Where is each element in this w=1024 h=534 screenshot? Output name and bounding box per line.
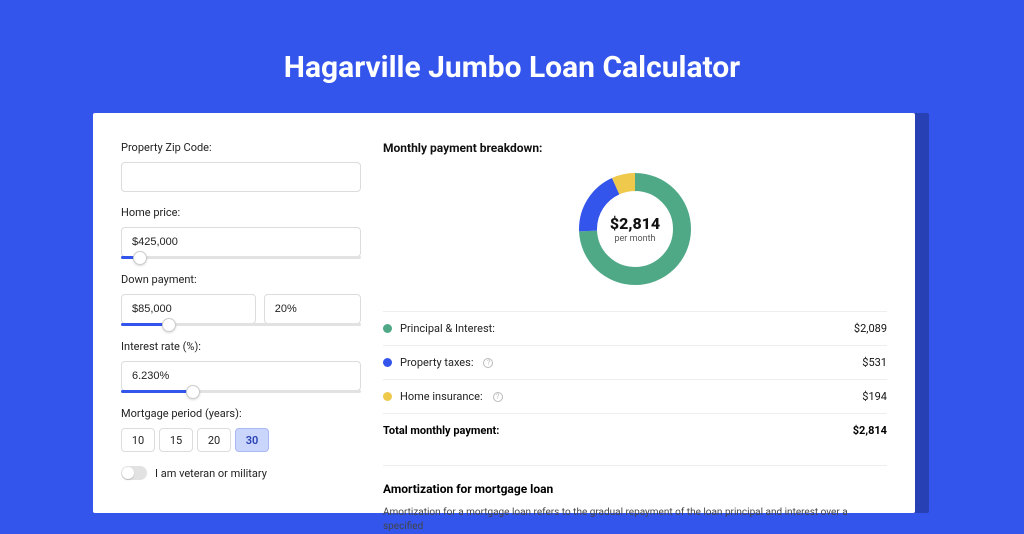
down-payment-slider[interactable] (121, 323, 361, 326)
zip-input[interactable] (121, 162, 361, 192)
page-title: Hagarville Jumbo Loan Calculator (95, 50, 929, 85)
interest-rate-label: Interest rate (%): (121, 340, 361, 353)
breakdown-column: Monthly payment breakdown: $2,814 per mo… (383, 141, 887, 513)
mortgage-period-label: Mortgage period (years): (121, 407, 361, 420)
breakdown-item: Home insurance:? $194 (383, 379, 887, 413)
breakdown-item-value: $531 (862, 356, 887, 369)
interest-rate-input[interactable] (121, 361, 361, 391)
breakdown-item-label: Principal & Interest: (400, 322, 495, 335)
period-option-15[interactable]: 15 (159, 428, 193, 452)
info-icon[interactable]: ? (493, 392, 503, 402)
period-option-10[interactable]: 10 (121, 428, 155, 452)
donut-subtext: per month (614, 234, 655, 244)
breakdown-title: Monthly payment breakdown: (383, 141, 887, 155)
breakdown-item-value: $194 (862, 390, 887, 403)
donut-chart-wrap: $2,814 per month (383, 169, 887, 289)
breakdown-item: Principal & Interest: $2,089 (383, 311, 887, 345)
legend-dot (383, 358, 392, 367)
total-value: $2,814 (853, 424, 887, 437)
breakdown-item-label: Home insurance: (400, 390, 483, 403)
amortization-title: Amortization for mortgage loan (383, 465, 887, 496)
donut-amount: $2,814 (610, 214, 660, 233)
interest-rate-slider-fill (121, 390, 193, 393)
calculator-panel: Property Zip Code: Home price: Down paym… (93, 113, 915, 513)
down-payment-label: Down payment: (121, 273, 361, 286)
breakdown-item-label: Property taxes: (400, 356, 473, 369)
interest-rate-slider-thumb[interactable] (186, 385, 200, 399)
home-price-field: Home price: (121, 206, 361, 259)
interest-rate-slider[interactable] (121, 390, 361, 393)
veteran-row: I am veteran or military (121, 466, 361, 480)
zip-field: Property Zip Code: (121, 141, 361, 192)
legend-dot (383, 324, 392, 333)
veteran-label: I am veteran or military (155, 467, 267, 480)
home-price-input[interactable] (121, 227, 361, 257)
total-label: Total monthly payment: (383, 424, 499, 437)
zip-label: Property Zip Code: (121, 141, 361, 154)
form-column: Property Zip Code: Home price: Down paym… (121, 141, 361, 513)
period-option-20[interactable]: 20 (197, 428, 231, 452)
info-icon[interactable]: ? (483, 358, 493, 368)
breakdown-item-value: $2,089 (854, 322, 887, 335)
panel-shadow: Property Zip Code: Home price: Down paym… (95, 113, 929, 513)
down-payment-percent-input[interactable] (264, 294, 361, 324)
home-price-label: Home price: (121, 206, 361, 219)
down-payment-amount-input[interactable] (121, 294, 256, 324)
amortization-text: Amortization for a mortgage loan refers … (383, 506, 887, 534)
legend-dot (383, 392, 392, 401)
mortgage-period-options: 10152030 (121, 428, 361, 452)
breakdown-item: Property taxes:? $531 (383, 345, 887, 379)
veteran-toggle[interactable] (121, 466, 147, 480)
breakdown-line-items: Principal & Interest: $2,089 Property taxe… (383, 311, 887, 413)
period-option-30[interactable]: 30 (235, 428, 269, 452)
mortgage-period-field: Mortgage period (years): 10152030 (121, 407, 361, 452)
donut-chart: $2,814 per month (575, 169, 695, 289)
donut-center: $2,814 per month (575, 169, 695, 289)
home-price-slider[interactable] (121, 256, 361, 259)
total-row: Total monthly payment: $2,814 (383, 413, 887, 447)
home-price-slider-thumb[interactable] (133, 251, 147, 265)
down-payment-field: Down payment: (121, 273, 361, 326)
down-payment-slider-thumb[interactable] (162, 318, 176, 332)
interest-rate-field: Interest rate (%): (121, 340, 361, 393)
